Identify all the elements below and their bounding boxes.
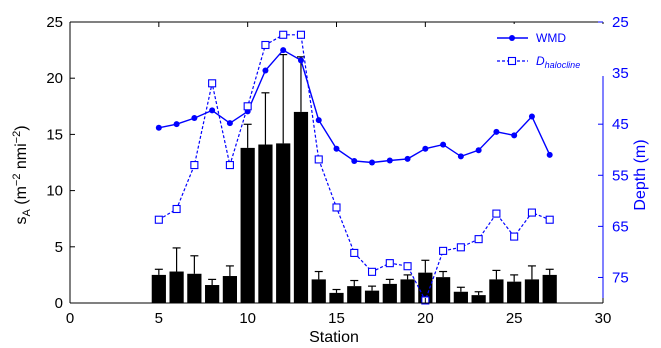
data-point-wmd bbox=[511, 132, 518, 139]
legend: WMD Dhalocline bbox=[489, 24, 604, 76]
data-point-wmd bbox=[315, 117, 322, 124]
x-tick-label: 25 bbox=[506, 310, 523, 327]
bar bbox=[276, 143, 291, 303]
data-point-wmd bbox=[404, 155, 411, 162]
x-tick-label: 30 bbox=[595, 310, 612, 327]
bar bbox=[222, 276, 238, 303]
data-point-halocline bbox=[510, 232, 519, 241]
bar bbox=[542, 274, 557, 303]
data-point-halocline bbox=[332, 203, 341, 212]
bar bbox=[205, 285, 220, 303]
data-point-halocline bbox=[208, 79, 217, 88]
legend-halocline-label: Dhalocline bbox=[536, 54, 580, 70]
bar bbox=[471, 295, 486, 303]
legend-wmd-label: WMD bbox=[536, 31, 566, 45]
data-point-halocline bbox=[403, 262, 412, 271]
data-point-halocline bbox=[314, 155, 323, 164]
legend-wmd-marker bbox=[509, 35, 515, 41]
x-tick-label: 0 bbox=[66, 310, 74, 327]
data-point-wmd bbox=[351, 157, 358, 164]
data-point-halocline bbox=[439, 246, 448, 255]
y-left-tick-label: 20 bbox=[46, 70, 63, 87]
bar bbox=[293, 111, 309, 303]
data-point-halocline bbox=[296, 30, 306, 39]
bar bbox=[347, 286, 362, 303]
data-point-wmd bbox=[457, 153, 464, 160]
bar bbox=[400, 279, 415, 303]
data-point-wmd bbox=[493, 128, 500, 135]
data-point-halocline bbox=[492, 209, 501, 218]
x-tick-label: 5 bbox=[155, 310, 163, 327]
data-point-wmd bbox=[333, 145, 340, 152]
legend-box bbox=[489, 24, 604, 76]
y-left-tick-label: 15 bbox=[46, 126, 63, 143]
data-point-halocline bbox=[154, 215, 163, 224]
y-right-axis-label: Depth (m) bbox=[632, 139, 649, 210]
y-left-axis-label: sA (m−2 nmi−2) bbox=[11, 125, 33, 224]
data-point-halocline bbox=[350, 248, 359, 257]
plot-area: 0 5 10 15 20 25 30 0 5 10 15 20 25 25 35 45 55 65 75 bbox=[46, 14, 628, 327]
data-point-wmd bbox=[475, 147, 482, 154]
y-left-tick-label: 0 bbox=[55, 295, 63, 312]
y-left-tick-label: 25 bbox=[46, 14, 63, 31]
data-point-wmd bbox=[191, 115, 198, 122]
data-point-wmd bbox=[262, 67, 269, 74]
x-tick-label: 15 bbox=[328, 310, 345, 327]
bar bbox=[489, 279, 504, 303]
bar bbox=[364, 290, 380, 303]
data-point-halocline bbox=[527, 208, 536, 217]
bar bbox=[169, 271, 184, 303]
data-point-halocline bbox=[545, 215, 554, 224]
data-point-wmd bbox=[369, 159, 376, 166]
data-point-wmd bbox=[209, 107, 216, 114]
bar bbox=[453, 291, 468, 303]
y-right-tick-label: 55 bbox=[612, 167, 629, 184]
data-point-wmd bbox=[386, 157, 393, 164]
x-tick-label: 20 bbox=[417, 310, 434, 327]
data-point-halocline bbox=[474, 235, 483, 244]
data-point-wmd bbox=[440, 141, 447, 148]
data-point-wmd bbox=[297, 57, 304, 64]
data-point-halocline bbox=[385, 259, 394, 268]
data-point-halocline bbox=[367, 267, 377, 276]
y-right-tick-label: 65 bbox=[612, 218, 629, 235]
y-right-tick-label: 45 bbox=[612, 116, 629, 133]
x-tick-label: 10 bbox=[239, 310, 256, 327]
data-point-wmd bbox=[226, 120, 233, 127]
y-right-tick-label: 25 bbox=[612, 14, 629, 31]
bar bbox=[258, 144, 273, 303]
data-point-wmd bbox=[280, 47, 287, 54]
data-point-halocline bbox=[190, 161, 199, 170]
data-point-halocline bbox=[172, 204, 181, 214]
y-left-tick-label: 10 bbox=[46, 183, 63, 200]
data-point-halocline bbox=[261, 40, 270, 50]
y-right-tick-label: 75 bbox=[612, 269, 629, 286]
data-point-wmd bbox=[546, 151, 553, 158]
data-point-wmd bbox=[155, 124, 162, 131]
bar bbox=[418, 272, 433, 303]
x-axis-label: Station bbox=[309, 329, 359, 346]
data-point-halocline bbox=[243, 102, 252, 111]
bar bbox=[507, 281, 522, 303]
bar bbox=[240, 147, 255, 303]
bar bbox=[187, 273, 202, 303]
data-point-wmd bbox=[173, 121, 180, 128]
data-point-halocline bbox=[279, 30, 288, 39]
bar bbox=[435, 277, 451, 303]
bar bbox=[311, 279, 326, 303]
y-right-tick-label: 35 bbox=[612, 65, 629, 82]
data-point-wmd bbox=[422, 145, 429, 152]
bar bbox=[329, 292, 344, 303]
data-point-halocline bbox=[225, 161, 234, 170]
data-point-wmd bbox=[528, 113, 535, 120]
legend-halocline-marker bbox=[507, 56, 517, 66]
bar bbox=[151, 274, 166, 303]
bar bbox=[382, 283, 397, 303]
bar bbox=[524, 279, 540, 303]
y-left-tick-label: 5 bbox=[55, 239, 63, 256]
data-point-halocline bbox=[456, 243, 465, 252]
